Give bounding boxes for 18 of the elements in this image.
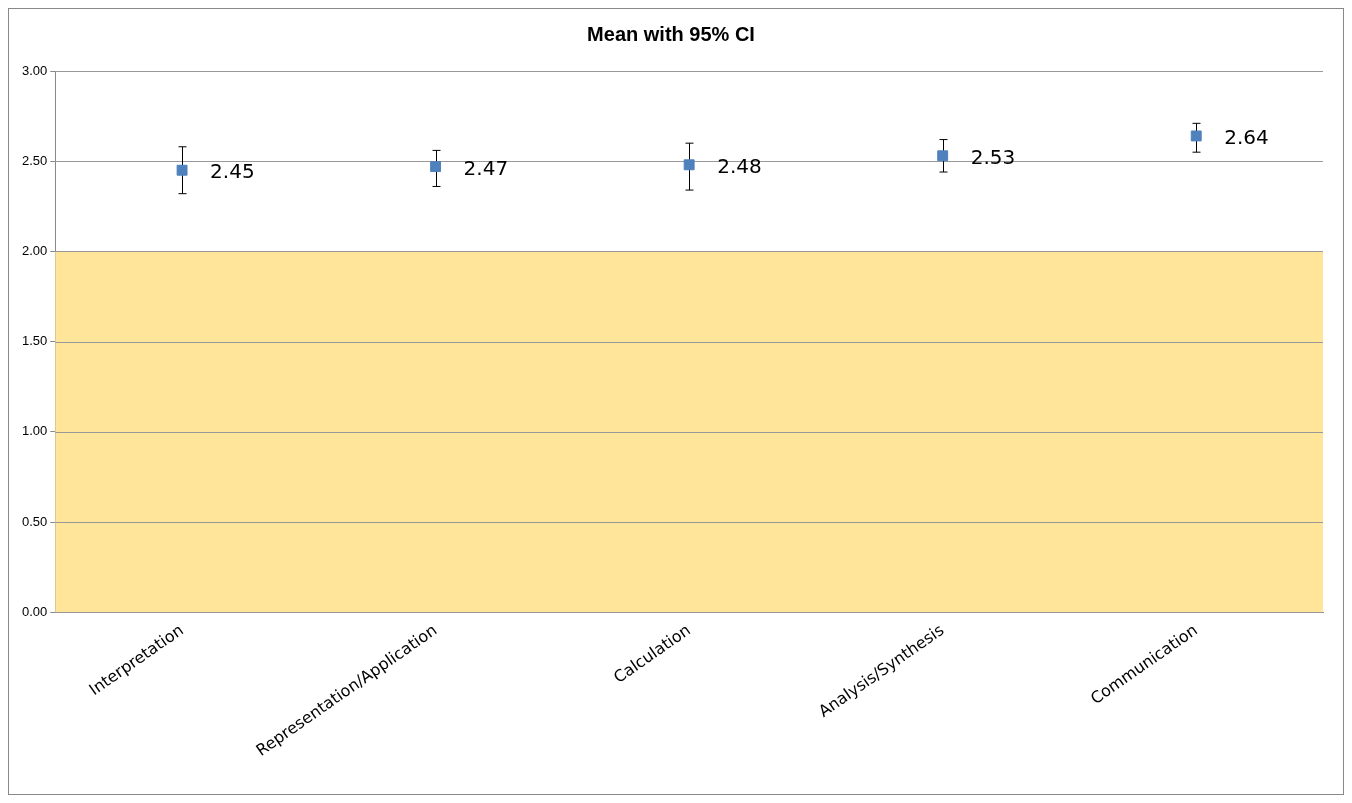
y-tick-label: 1.00: [21, 423, 48, 439]
point: [430, 161, 442, 173]
point: [176, 164, 188, 176]
data-label: 2.47: [463, 155, 509, 180]
point: [683, 159, 695, 171]
point: [1190, 130, 1202, 142]
point: [937, 150, 949, 162]
y-tick-label: 0.00: [21, 603, 48, 619]
y-tick-label: 2.00: [21, 242, 48, 258]
data-label: 2.48: [717, 154, 762, 179]
y-tick-label: 0.50: [21, 513, 48, 529]
y-tick-label: 3.00: [21, 62, 48, 78]
data-label: 2.64: [1224, 125, 1269, 150]
y-tick-label: 1.50: [21, 333, 48, 349]
y-tick-label: 2.50: [21, 152, 48, 168]
data-label: 2.53: [970, 144, 1016, 169]
chart-title: Mean with 95% CI: [587, 22, 755, 45]
data-label: 2.45: [210, 159, 255, 184]
